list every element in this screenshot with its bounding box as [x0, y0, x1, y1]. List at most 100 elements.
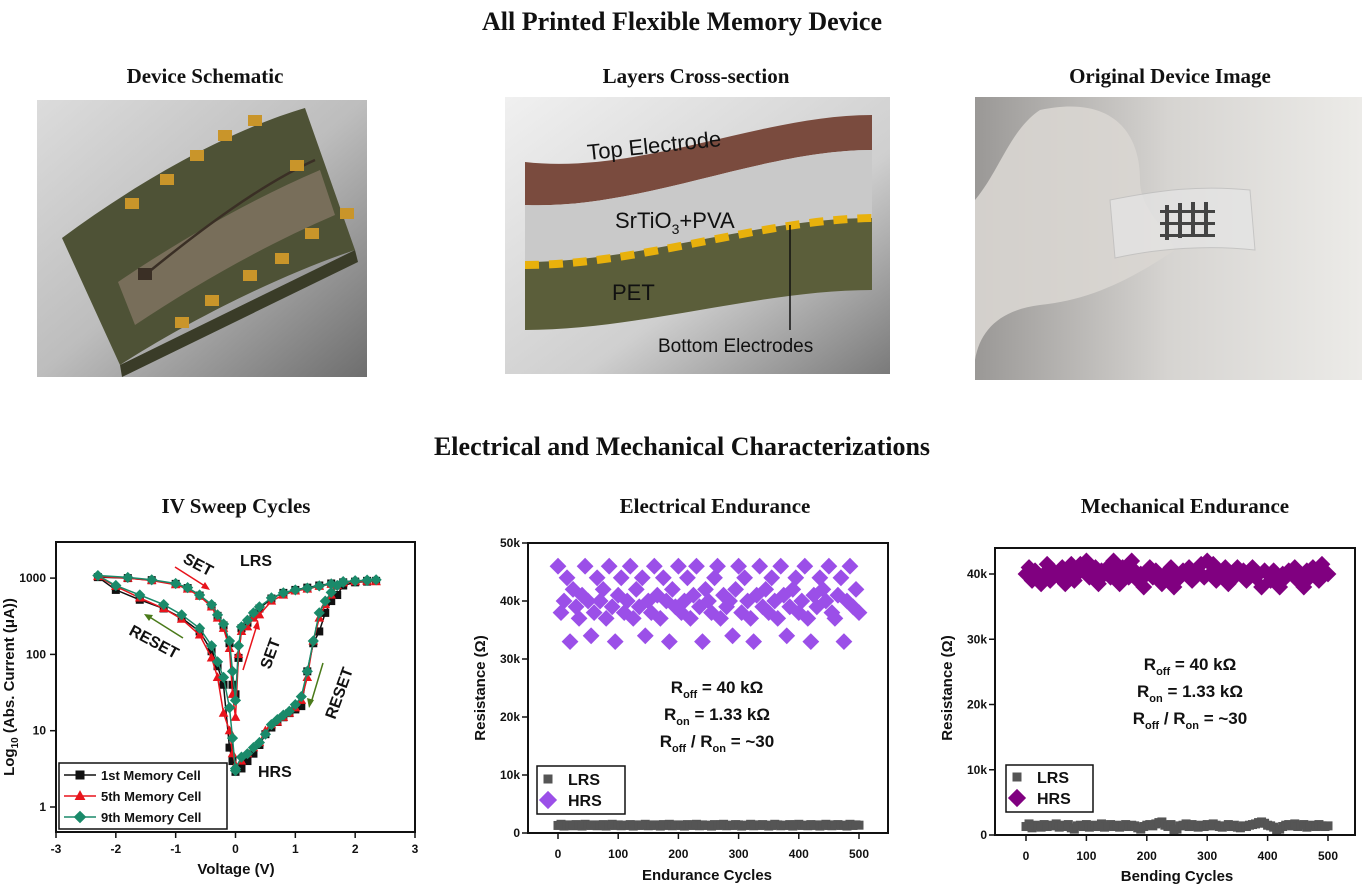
me-hrs-point — [1114, 559, 1132, 576]
annotation-text: = 40 kΩ — [1170, 655, 1236, 674]
me-x-tick-label: 300 — [1197, 849, 1217, 863]
me-x-tick-label: 200 — [1137, 849, 1157, 863]
legend-label: HRS — [568, 793, 602, 810]
el-hrs-point — [721, 592, 738, 610]
me-hrs-point — [1301, 568, 1319, 586]
iv-data-point — [110, 579, 122, 592]
me-hrs-point — [1068, 565, 1086, 583]
iv-data-point — [283, 705, 295, 717]
iv-data-point — [230, 712, 241, 721]
reset-arrowhead-2 — [307, 698, 314, 708]
el-hrs-point — [651, 610, 669, 627]
iv-data-point — [265, 592, 277, 604]
iv-chart: -3 -2 -1 0 1 2 3 1 10 100 1000 Voltage (V) Log10 (… — [1, 541, 419, 878]
el-hrs-point — [663, 581, 681, 598]
electrical-endurance-chart: 0 100 200 300 400 500 0 10k 20k 30k 40k 50k Enduran… — [472, 536, 889, 884]
subscript: off — [1156, 666, 1170, 678]
iv-data-point — [146, 574, 158, 586]
cross-section-title: Layers Cross-section — [603, 64, 790, 88]
iv-data-point — [319, 595, 331, 607]
bottom-electrodes-label: Bottom Electrodes — [658, 336, 813, 357]
el-hrs-point — [799, 610, 817, 627]
annotation-text: R — [664, 705, 676, 724]
me-hrs-point — [1065, 572, 1083, 589]
el-hrs-point — [802, 633, 820, 650]
me-hrs-point — [1238, 572, 1255, 589]
annotation-line-3: Roff / Ron = ~30 — [1133, 709, 1247, 732]
annotation-line-2: Ron = 1.33 kΩ — [664, 705, 770, 728]
iv-data-point — [92, 569, 104, 582]
annotation-text: = ~30 — [726, 732, 774, 751]
me-hrs-point — [1105, 552, 1122, 570]
annotation-line-1: Roff = 40 kΩ — [671, 678, 763, 701]
annotation-text: R — [660, 732, 672, 751]
el-hrs-point — [730, 557, 747, 575]
el-hrs-point — [850, 604, 868, 621]
annotation-lrs: LRS — [240, 553, 272, 570]
el-hrs-point — [567, 598, 585, 616]
legend-marker-square — [543, 774, 553, 784]
legend-marker-diamond — [73, 810, 87, 824]
el-hrs-point — [700, 592, 717, 610]
electrical-chart-title: Electrical Endurance — [620, 494, 811, 518]
me-hrs-point — [1189, 565, 1207, 583]
iv-data-point — [158, 598, 170, 611]
me-hrs-point — [1183, 572, 1201, 589]
iv-data-point — [361, 574, 373, 587]
el-x-tick-label: 100 — [608, 847, 628, 861]
device-photo — [975, 97, 1362, 380]
annotation-text: = 1.33 kΩ — [690, 705, 770, 724]
iv-data-point — [223, 635, 236, 647]
iv-data-point — [253, 736, 266, 749]
annotation-reset-1: RESET — [126, 623, 181, 663]
iv-data-point — [170, 577, 182, 590]
iv-data-point — [295, 690, 307, 703]
me-hrs-point — [1038, 555, 1056, 573]
iv-data-point — [370, 574, 382, 586]
me-hrs-point — [1198, 552, 1216, 570]
el-hrs-point — [670, 557, 687, 575]
el-hrs-point — [742, 610, 760, 627]
el-hrs-point — [724, 627, 741, 645]
el-x-tick-label: 400 — [789, 847, 809, 861]
el-hrs-point — [757, 581, 775, 598]
legend-label: LRS — [568, 772, 600, 789]
el-hrs-point — [778, 627, 796, 645]
iv-data-point — [333, 591, 342, 600]
set-arrow-2 — [242, 624, 258, 671]
iv-data-point — [226, 732, 239, 744]
el-hrs-point — [682, 610, 699, 627]
me-x-tick-label: 400 — [1258, 849, 1278, 863]
iv-data-point — [265, 719, 277, 731]
me-hrs-point — [1192, 555, 1210, 573]
el-hrs-point — [585, 604, 603, 621]
me-hrs-point — [1295, 578, 1313, 596]
me-hrs-point — [1041, 572, 1059, 589]
iv-data-point — [247, 742, 260, 754]
iv-data-point — [235, 621, 248, 633]
set-arrowhead-2 — [253, 620, 260, 630]
iv-data-point — [134, 589, 146, 601]
el-hrs-point — [561, 633, 579, 650]
el-hrs-point — [594, 581, 612, 598]
el-hrs-point — [688, 557, 705, 575]
me-lrs-point — [1323, 821, 1333, 831]
subscript: on — [1186, 720, 1200, 732]
iv-data-point — [235, 751, 248, 763]
iv-data-point — [289, 584, 301, 596]
electrical-plot-frame — [527, 542, 889, 834]
iv-data-point — [297, 702, 306, 711]
el-lrs-point — [854, 820, 864, 830]
el-hrs-point — [600, 557, 618, 575]
mechanical-endurance-chart: 0 100 200 300 400 500 0 10k 20k 30k 40k Bending Cy… — [939, 547, 1356, 885]
annotation-line-3: Roff / Ron = ~30 — [660, 732, 774, 755]
iv-data-point — [307, 635, 319, 647]
el-hrs-point — [832, 569, 850, 587]
annotation-text: / R — [686, 732, 712, 751]
me-hrs-point — [1180, 559, 1198, 576]
me-hrs-point — [1084, 565, 1101, 583]
el-hrs-point — [706, 569, 723, 587]
iv-data-point — [194, 622, 206, 634]
annotation-line-1: Roff = 40 kΩ — [1144, 655, 1236, 678]
